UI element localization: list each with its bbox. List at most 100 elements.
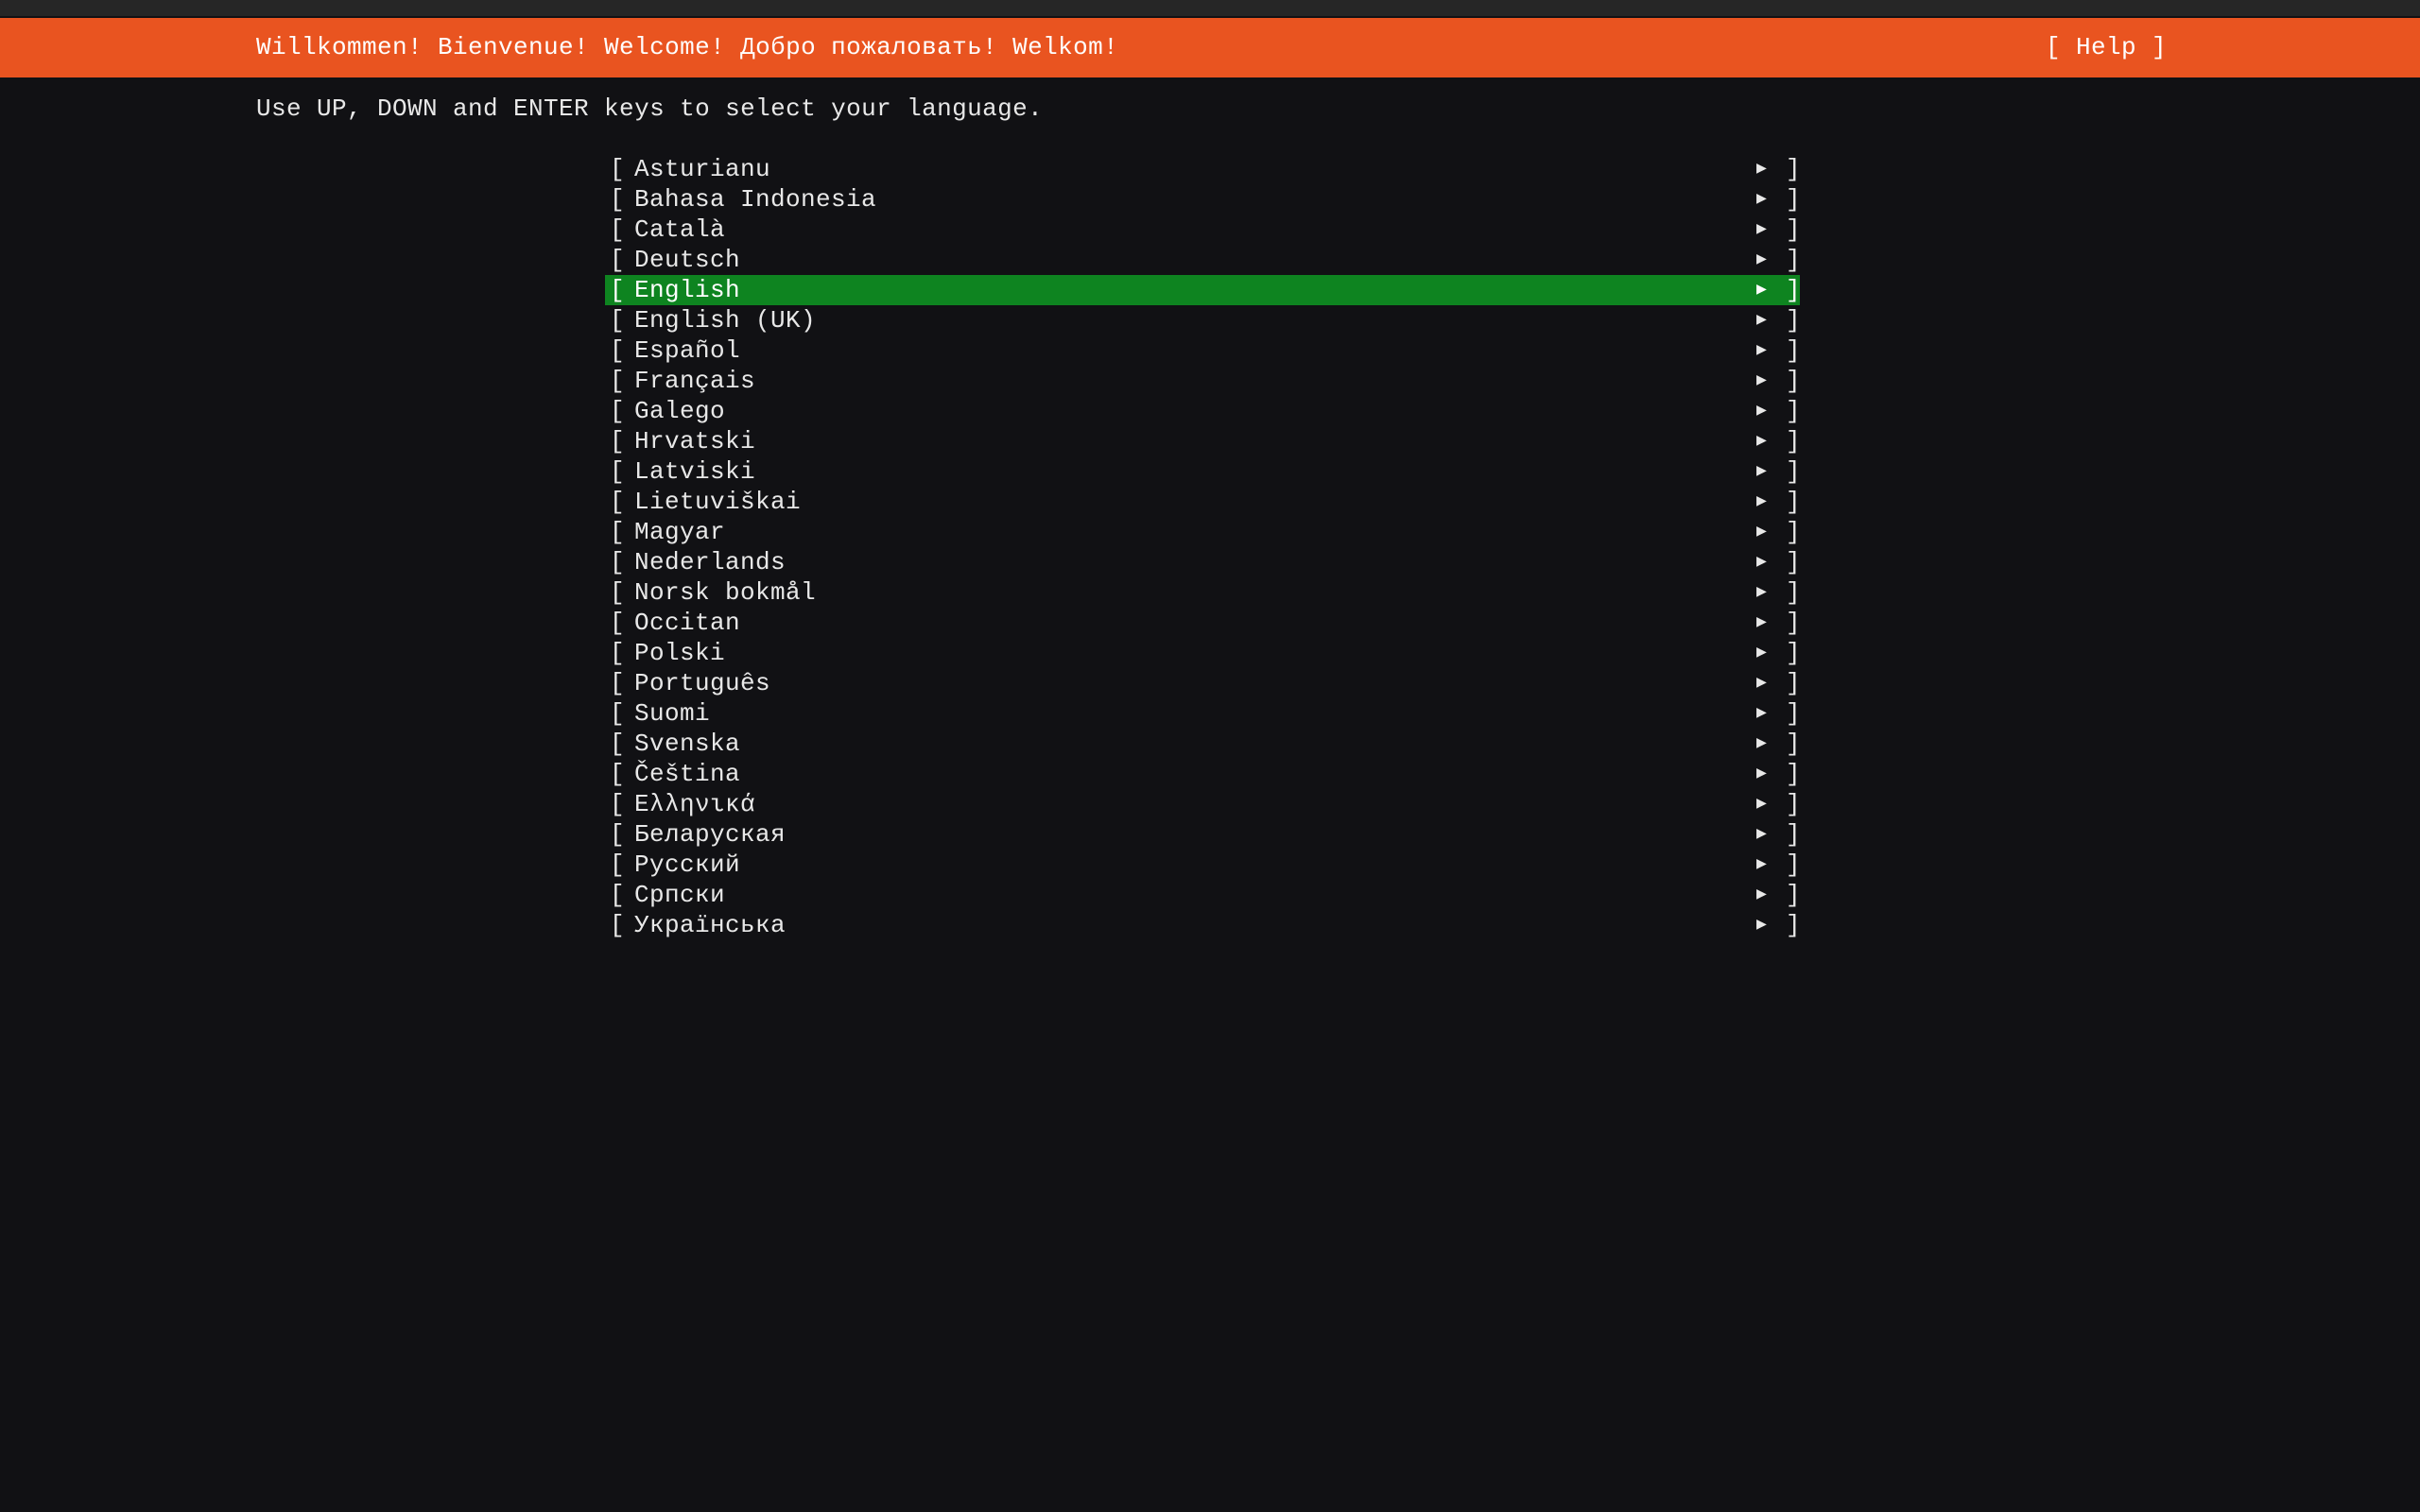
language-option[interactable]: [Galego ▶] [605, 396, 1801, 426]
language-label: Svenska [634, 730, 741, 758]
language-label: Asturianu [634, 155, 771, 183]
language-label: Русский [634, 850, 741, 879]
window-top-strip [0, 0, 2420, 16]
arrow-right-icon: ▶ [1756, 613, 1768, 632]
language-option[interactable]: [Suomi ▶] [605, 698, 1802, 729]
bracket-close: ] [1786, 155, 1802, 183]
language-label: Français [634, 367, 756, 395]
language-option[interactable]: [Русский ▶] [605, 850, 1801, 880]
language-option[interactable]: [Lietuviškai ▶] [605, 487, 1802, 517]
bracket-open: [ [610, 306, 626, 335]
arrow-right-icon: ▶ [1756, 523, 1768, 541]
arrow-right-icon: ▶ [1756, 644, 1768, 662]
language-option[interactable]: [Norsk bokmål ▶] [605, 577, 1801, 608]
language-label: Nederlands [634, 548, 786, 576]
arrow-right-icon: ▶ [1756, 855, 1768, 874]
bracket-open: [ [610, 609, 626, 637]
language-option[interactable]: [ Latviski ▶] [605, 456, 1802, 487]
header-bar: Willkommen! Bienvenue! Welcome! Добро по… [0, 18, 2420, 77]
bracket-open: [ [610, 457, 626, 486]
bracket-open: [ [610, 155, 626, 183]
bracket-open: [ [610, 518, 626, 546]
bracket-close: ] [1786, 881, 1802, 909]
language-option[interactable]: [Беларуская ▶] [605, 819, 1801, 850]
bracket-open: [ [610, 850, 626, 879]
arrow-right-icon: ▶ [1756, 492, 1768, 511]
language-label: Українська [634, 911, 786, 939]
language-option[interactable]: [ Français ▶] [605, 366, 1802, 396]
bracket-close: ] [1786, 336, 1802, 365]
arrow-right-icon: ▶ [1756, 704, 1768, 723]
instruction-text: Use UP, DOWN and ENTER keys to select yo… [256, 94, 1044, 123]
language-label: Magyar [634, 518, 726, 546]
language-option[interactable]: [Asturianu ▶] [605, 154, 1802, 184]
arrow-right-icon: ▶ [1756, 674, 1768, 693]
language-option[interactable]: [Čeština ▶] [605, 759, 1802, 789]
arrow-right-icon: ▶ [1756, 885, 1768, 904]
bracket-open: [ [610, 367, 626, 395]
bracket-close: ] [1786, 215, 1802, 244]
bracket-open: [ [610, 548, 626, 576]
arrow-right-icon: ▶ [1756, 250, 1768, 269]
bracket-open: [ [610, 669, 626, 697]
bracket-open: [ [610, 699, 626, 728]
arrow-right-icon: ▶ [1756, 553, 1768, 572]
bracket-close: ] [1786, 427, 1802, 455]
bracket-open: [ [610, 185, 626, 214]
bracket-open: [ [610, 488, 626, 516]
language-option[interactable]: [ Ελληνικά ▶] [605, 789, 1802, 819]
language-option[interactable]: [English ▶] [605, 275, 1801, 305]
arrow-right-icon: ▶ [1756, 341, 1768, 360]
language-option[interactable]: [Español ▶] [605, 335, 1802, 366]
bracket-close: ] [1786, 790, 1802, 818]
bracket-close: ] [1786, 367, 1802, 395]
language-label: Español [634, 336, 741, 365]
language-option[interactable]: [ Nederlands ▶] [605, 547, 1802, 577]
language-label: Ελληνικά [634, 790, 756, 818]
language-label: Polski [634, 639, 726, 667]
language-option[interactable]: [English (UK) ▶] [605, 305, 1801, 335]
bracket-close: ] [1786, 548, 1802, 576]
arrow-right-icon: ▶ [1756, 462, 1768, 481]
bracket-close: ] [1786, 699, 1802, 728]
arrow-right-icon: ▶ [1756, 190, 1768, 209]
language-option[interactable]: [Bahasa Indonesia ▶] [605, 184, 1801, 215]
language-option[interactable]: [Hrvatski ▶] [605, 426, 1802, 456]
language-option[interactable]: [Català ▶] [605, 215, 1802, 245]
language-option[interactable]: [Српски ▶] [605, 880, 1802, 910]
language-option[interactable]: [Українська ▶] [605, 910, 1801, 940]
bracket-close: ] [1786, 639, 1802, 667]
bracket-open: [ [610, 427, 626, 455]
language-option[interactable]: [Polski ▶] [605, 638, 1802, 668]
language-option[interactable]: [Português ▶] [605, 668, 1801, 698]
language-option[interactable]: [ Magyar ▶] [605, 517, 1802, 547]
language-label: Català [634, 215, 726, 244]
language-label: Čeština [634, 760, 741, 788]
bracket-close: ] [1786, 760, 1802, 788]
help-button[interactable]: [ Help ] [2046, 33, 2168, 61]
arrow-right-icon: ▶ [1756, 371, 1768, 390]
bracket-close: ] [1786, 488, 1802, 516]
arrow-right-icon: ▶ [1756, 825, 1768, 844]
bracket-open: [ [610, 215, 626, 244]
bracket-close: ] [1786, 518, 1802, 546]
language-label: Latviski [634, 457, 756, 486]
bracket-close: ] [1786, 457, 1802, 486]
bracket-open: [ [610, 790, 626, 818]
arrow-right-icon: ▶ [1756, 281, 1768, 300]
language-option[interactable]: [Svenska ▶] [605, 729, 1801, 759]
language-option[interactable]: [Deutsch ▶] [605, 245, 1801, 275]
language-label: Српски [634, 881, 726, 909]
arrow-right-icon: ▶ [1756, 583, 1768, 602]
language-label: Norsk bokmål [634, 578, 817, 607]
arrow-right-icon: ▶ [1756, 795, 1768, 814]
language-label: Bahasa Indonesia [634, 185, 877, 214]
language-label: Português [634, 669, 771, 697]
language-option[interactable]: [Occitan ▶] [605, 608, 1801, 638]
bracket-open: [ [610, 820, 626, 849]
bracket-open: [ [610, 276, 626, 304]
bracket-open: [ [610, 760, 626, 788]
language-label: English (UK) [634, 306, 817, 335]
arrow-right-icon: ▶ [1756, 432, 1768, 451]
language-label: Occitan [634, 609, 741, 637]
